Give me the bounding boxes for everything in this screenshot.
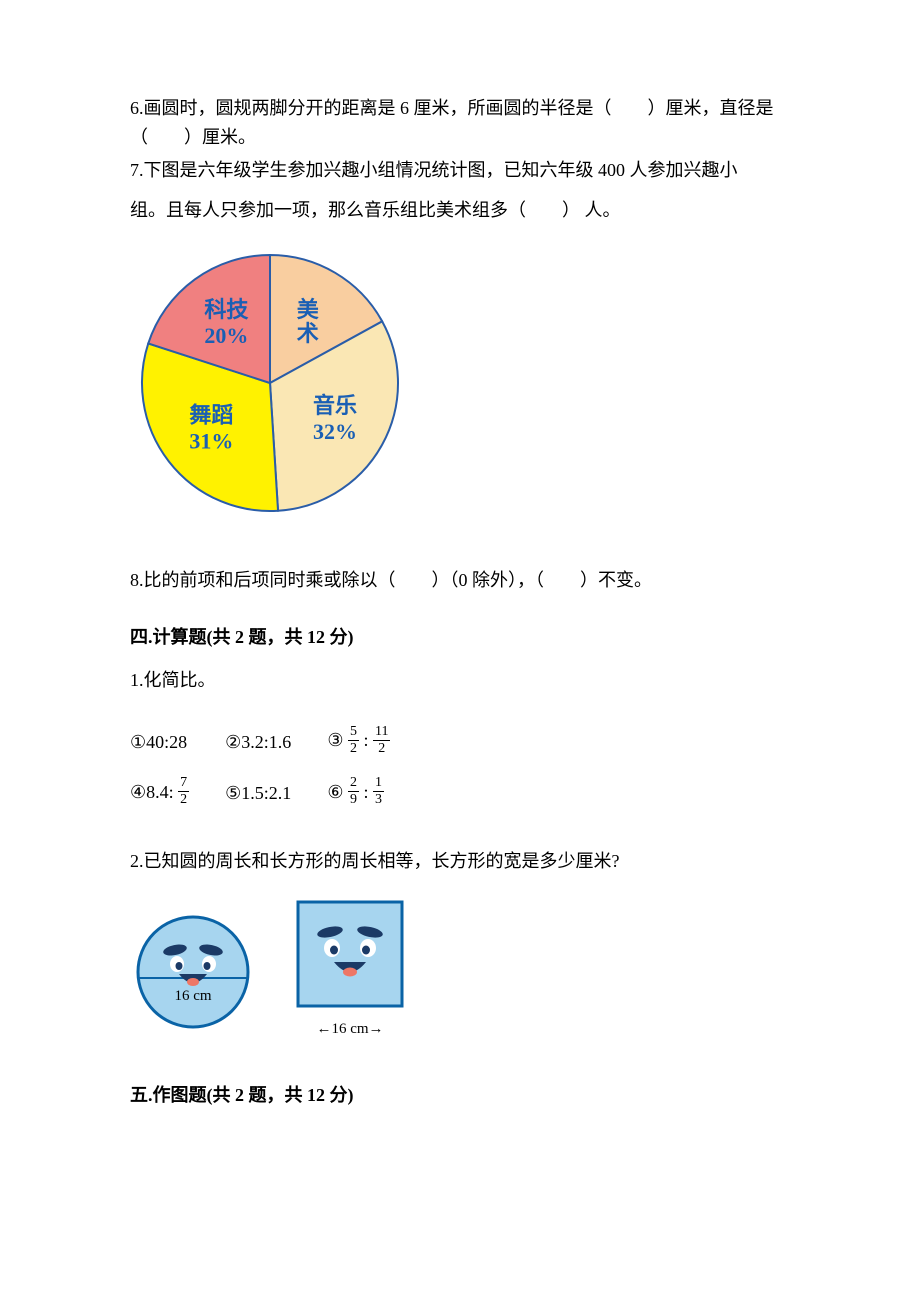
arrow-right-icon: → [369,1020,384,1037]
calc-item-1: ①40:28 [130,716,225,767]
table-row: ④8.4: 72 ⑤1.5:2.1 ⑥ 29 : 13 [130,768,426,819]
arrow-left-icon: ← [316,1020,331,1037]
pie-chart-container: 美术音乐32% 舞蹈31% 科技20% [130,243,790,542]
circle-figure: 16 cm [130,912,260,1041]
pie-slice-label: 科技 [204,297,249,322]
square-figure: ←16 cm→ [290,896,410,1041]
pie-slice-label: 美术 [297,297,320,346]
calc-item-6: ⑥ 29 : 13 [327,768,426,819]
pie-slice-pct: 32% [313,419,357,444]
pie-slice-label: 音乐 [313,393,357,418]
pie-slice-pct: 20% [204,323,248,348]
question-7-text1: 7.下图是六年级学生参加兴趣小组情况统计图，已知六年级 400 人参加兴趣小 [130,160,738,180]
question-7-line1: 7.下图是六年级学生参加兴趣小组情况统计图，已知六年级 400 人参加兴趣小 [130,156,790,185]
question-6: 6.画圆时，圆规两脚分开的距离是 6 厘米，所画圆的半径是（ ）厘米，直径是（ … [130,94,790,152]
question-7-line2: 组。且每人只参加一项，那么音乐组比美术组多（ ） 人。 [130,196,790,225]
calc-items-table: ①40:28 ②3.2:1.6 ③ 52 : 112 ④8.4: 72 ⑤1.5… [130,716,426,819]
calc-item-3: ③ 52 : 112 [327,716,426,767]
calc-item-2: ②3.2:1.6 [225,716,327,767]
section-4-q2-text: 2.已知圆的周长和长方形的周长相等，长方形的宽是多少厘米? [130,847,790,876]
square-svg [290,896,410,1008]
pie-slice-label: 舞蹈 [189,403,233,428]
calc-item-5: ⑤1.5:2.1 [225,768,327,819]
square-label-text: 16 cm [331,1021,368,1037]
circle-svg: 16 cm [130,912,260,1032]
question-8-text: 8.比的前项和后项同时乘或除以（ ）（0 除外），（ ）不变。 [130,570,652,590]
question-8: 8.比的前项和后项同时乘或除以（ ）（0 除外），（ ）不变。 [130,566,790,595]
square-width-label: ←16 cm→ [290,1017,410,1041]
question-6-text: 6.画圆时，圆规两脚分开的距离是 6 厘米，所画圆的半径是（ ）厘米，直径是（ … [130,98,774,147]
pie-chart: 美术音乐32% 舞蹈31% 科技20% [130,243,420,533]
pie-slice-pct: 31% [189,429,233,454]
section-4-q1-label: 1.化简比。 [130,666,790,695]
table-row: ①40:28 ②3.2:1.6 ③ 52 : 112 [130,716,426,767]
svg-text:16 cm: 16 cm [174,988,211,1004]
figures-row: 16 cm ←16 cm→ [130,896,790,1041]
section-4-heading: 四.计算题(共 2 题，共 12 分) [130,623,790,652]
section-5-heading: 五.作图题(共 2 题，共 12 分) [130,1081,790,1110]
question-7-text2: 组。且每人只参加一项，那么音乐组比美术组多（ ） 人。 [130,200,621,220]
worksheet-page: 6.画圆时，圆规两脚分开的距离是 6 厘米，所画圆的半径是（ ）厘米，直径是（ … [0,0,920,1184]
calc-item-4: ④8.4: 72 [130,768,225,819]
